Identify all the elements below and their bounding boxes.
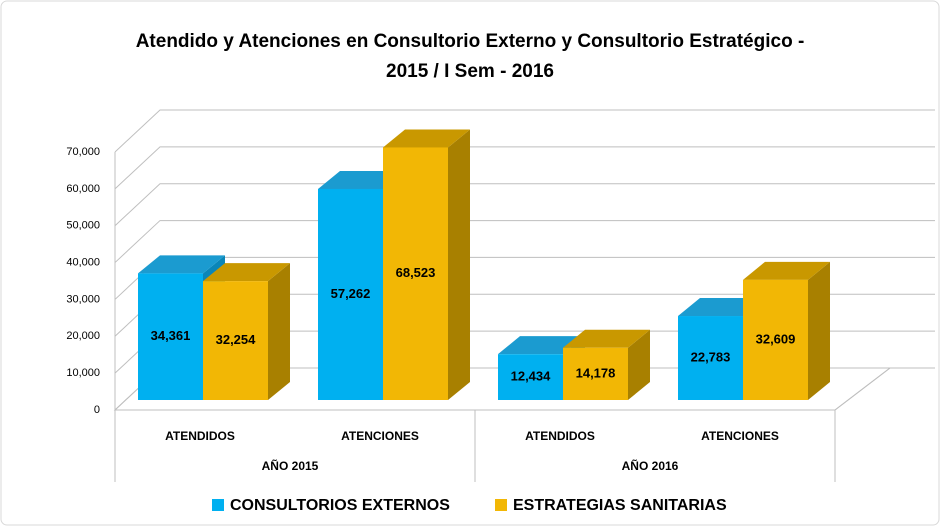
- legend-swatch: [495, 499, 507, 511]
- value-label: 57,262: [331, 286, 371, 301]
- y-tick-label: 50,000: [66, 220, 100, 232]
- y-tick-label: 60,000: [66, 183, 100, 195]
- x-tick-label: ATENCIONES: [701, 429, 779, 443]
- bar: [498, 354, 563, 400]
- floor-edge: [834, 367, 891, 411]
- value-label: 34,361: [151, 328, 191, 343]
- group-label: AÑO 2016: [622, 458, 679, 473]
- bar: [383, 147, 448, 400]
- bar-top: [383, 129, 470, 148]
- legend-swatch: [212, 499, 224, 511]
- x-tick-label: ATENDIDOS: [165, 429, 235, 443]
- grid-line: [114, 109, 935, 153]
- bar: [203, 281, 268, 400]
- bar-side: [808, 261, 830, 400]
- y-tick-label: 40,000: [66, 256, 100, 268]
- x-tick-label: ATENDIDOS: [525, 429, 595, 443]
- bar: [678, 316, 743, 400]
- chart-title: Atendido y Atenciones en Consultorio Ext…: [136, 31, 805, 52]
- value-label: 32,609: [756, 331, 796, 346]
- bar-top: [138, 255, 225, 274]
- grid-line: [114, 146, 935, 190]
- grid-line: [114, 220, 935, 263]
- grid-line: [114, 183, 935, 227]
- bar-top: [743, 261, 830, 280]
- y-tick-label: 30,000: [66, 293, 100, 305]
- x-tick-label: ATENCIONES: [341, 429, 419, 443]
- y-tick-label: 20,000: [66, 330, 100, 342]
- value-label: 32,254: [216, 332, 257, 347]
- bar-side: [268, 263, 290, 400]
- bar: [743, 279, 808, 400]
- bar: [563, 347, 628, 400]
- y-tick-label: 70,000: [66, 146, 100, 158]
- y-tick-label: 0: [94, 404, 100, 416]
- bar-side: [448, 129, 470, 401]
- bar-side: [628, 329, 650, 400]
- value-label: 22,783: [691, 349, 731, 364]
- value-label: 12,434: [511, 369, 552, 384]
- bar-top: [203, 263, 290, 282]
- legend-label: ESTRATEGIAS SANITARIAS: [513, 497, 727, 514]
- y-tick-label: 10,000: [66, 367, 100, 379]
- legend-label: CONSULTORIOS EXTERNOS: [230, 497, 450, 514]
- bar-top: [563, 329, 650, 348]
- chart-title: 2015 / I Sem - 2016: [386, 61, 554, 82]
- bar: [138, 273, 203, 400]
- bar: [318, 188, 383, 400]
- group-label: AÑO 2015: [262, 458, 319, 473]
- value-label: 14,178: [576, 365, 616, 380]
- value-label: 68,523: [396, 265, 436, 280]
